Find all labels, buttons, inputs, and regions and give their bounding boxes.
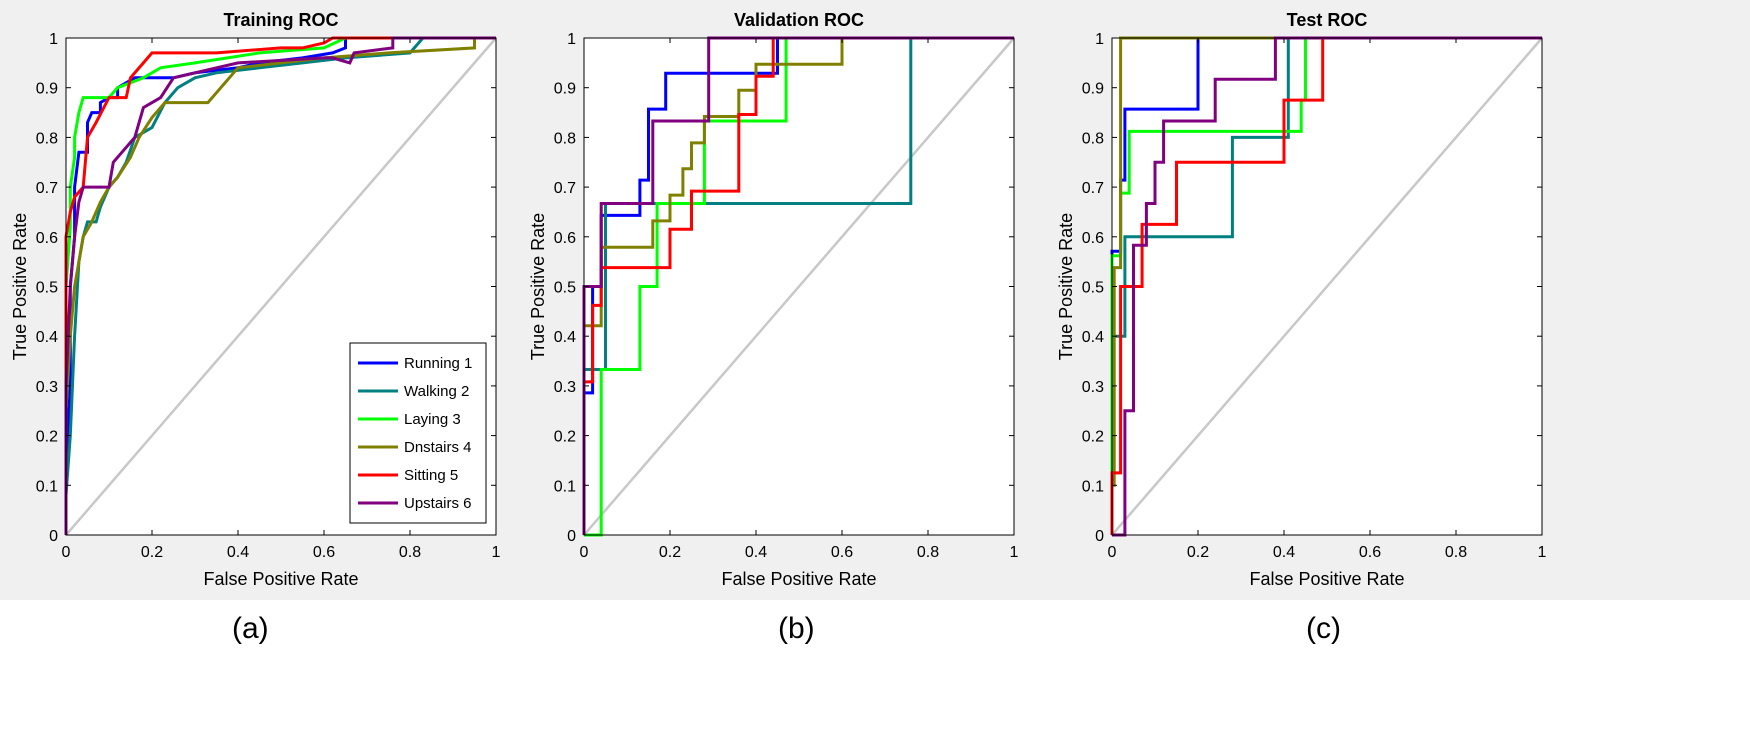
x-tick-label: 0.4 [745,544,767,561]
series-line-dnstairs-4 [582,36,1014,535]
x-tick-label: 1 [1538,544,1547,561]
y-axis-label: True Positive Rate [528,213,548,360]
y-tick-label: 0.4 [1082,329,1104,346]
series-line-laying-3 [1110,36,1542,535]
x-tick-label: 0 [580,544,589,561]
series-line-sitting-5 [64,36,496,535]
y-tick-label: 0 [567,528,576,545]
caption-b: (b) [778,612,815,645]
y-tick-label: 0.9 [1082,81,1104,98]
axes-frame [65,37,497,536]
series-line-upstairs-6 [64,36,496,535]
chart-title: Test ROC [1287,10,1368,30]
y-tick-label: 0.2 [36,429,58,446]
x-tick-label: 0.4 [227,544,249,561]
y-tick-label: 0.8 [36,130,58,147]
series-line-running-1 [1110,36,1542,535]
y-tick-label: 0.9 [36,81,58,98]
x-tick-label: 0.6 [831,544,853,561]
legend-label-running-1: Running 1 [404,355,472,372]
chart-title: Training ROC [223,10,338,30]
x-tick-label: 0.6 [313,544,335,561]
y-tick-label: 0.6 [554,230,576,247]
y-tick-label: 0 [1095,528,1104,545]
axes-frame [1111,37,1543,536]
roc-figure: 0 0.2 0.4 0.6 0.8 1 0 0.1 0.2 0.3 0.4 0.5 0.6 0.7 0.8 0… [0,0,1750,600]
x-axis-label: False Positive Rate [203,569,358,589]
legend-label-dnstairs-4: Dnstairs 4 [404,439,472,456]
y-tick-label: 0.5 [554,280,576,297]
diagonal-line [583,37,1015,536]
y-tick-label: 0.1 [36,478,58,495]
x-tick-label: 1 [492,544,501,561]
x-tick-label: 0.6 [1359,544,1381,561]
caption-c: (c) [1306,612,1341,645]
x-tick-label: 0.2 [659,544,681,561]
y-tick-label: 0.2 [554,429,576,446]
y-tick-label: 1 [1095,31,1104,48]
y-tick-label: 0.7 [554,180,576,197]
diagonal-line [1111,37,1543,536]
y-tick-label: 0 [49,528,58,545]
legend-label-walking-2: Walking 2 [404,383,469,400]
x-tick-label: 0.2 [141,544,163,561]
y-axis-label: True Positive Rate [1056,213,1076,360]
y-tick-label: 0.3 [1082,379,1104,396]
y-tick-label: 0.5 [1082,280,1104,297]
x-tick-label: 1 [1010,544,1019,561]
y-tick-label: 0.6 [1082,230,1104,247]
y-tick-label: 1 [49,31,58,48]
y-tick-label: 0.4 [36,329,58,346]
series-line-sitting-5 [1110,36,1542,535]
series-line-upstairs-6 [582,36,1014,535]
x-tick-label: 0.8 [917,544,939,561]
diagonal-line [65,37,497,536]
chart-title: Validation ROC [734,10,864,30]
legend-label-sitting-5: Sitting 5 [404,467,458,484]
y-tick-label: 0.6 [36,230,58,247]
x-axis-label: False Positive Rate [721,569,876,589]
y-tick-label: 0.7 [36,180,58,197]
y-tick-label: 0.1 [1082,478,1104,495]
x-tick-label: 0.8 [1445,544,1467,561]
x-tick-label: 0.4 [1273,544,1295,561]
y-tick-label: 0.2 [1082,429,1104,446]
y-tick-label: 0.4 [554,329,576,346]
series-line-dnstairs-4 [64,36,496,535]
y-tick-label: 0.1 [554,478,576,495]
y-axis-label: True Positive Rate [10,213,30,360]
legend-label-laying-3: Laying 3 [404,411,461,428]
x-tick-label: 0 [62,544,71,561]
series-line-laying-3 [584,36,1014,537]
series-line-sitting-5 [582,36,1014,535]
x-tick-label: 0.8 [399,544,421,561]
y-tick-label: 0.8 [1082,130,1104,147]
y-tick-label: 0.9 [554,81,576,98]
y-tick-label: 0.5 [36,280,58,297]
y-tick-label: 1 [567,31,576,48]
y-tick-label: 0.8 [554,130,576,147]
y-tick-label: 0.3 [36,379,58,396]
test-roc-chart: 0 0.2 0.4 0.6 0.8 1 0 0.1 0.2 0.3 0.4 0.5 0.6 0.7 0.8 0… [1056,10,1547,589]
series-line-upstairs-6 [1112,36,1542,537]
legend: Running 1 Walking 2 Laying 3 Dnstairs 4 Sitt… [349,342,487,524]
series-line-laying-3 [64,36,496,535]
axes-frame [583,37,1015,536]
x-tick-label: 0.2 [1187,544,1209,561]
x-axis-label: False Positive Rate [1249,569,1404,589]
x-tick-label: 0 [1108,544,1117,561]
training-roc-chart: 0 0.2 0.4 0.6 0.8 1 0 0.1 0.2 0.3 0.4 0.5 0.6 0.7 0.8 0… [10,10,501,589]
caption-a: (a) [232,612,269,645]
legend-box [349,342,487,524]
y-tick-label: 0.3 [554,379,576,396]
legend-label-upstairs-6: Upstairs 6 [404,495,472,512]
validation-roc-chart: 0 0.2 0.4 0.6 0.8 1 0 0.1 0.2 0.3 0.4 0.5 0.6 0.7 0.8 0… [528,10,1019,589]
y-tick-label: 0.7 [1082,180,1104,197]
